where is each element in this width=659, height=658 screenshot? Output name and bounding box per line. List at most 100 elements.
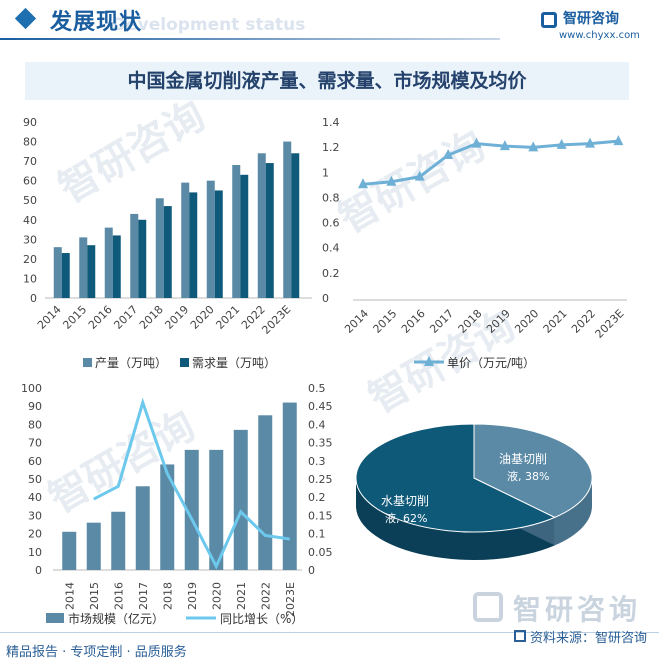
price-marker [499,140,510,151]
header-underline [0,38,500,40]
y2-tick-label: 0 [308,564,315,577]
x-tick-label: 2015 [88,582,101,610]
legend-label-market: 市场规模（亿元） [68,611,164,626]
bar-market-size [233,429,248,570]
legend-marker-price [424,356,434,366]
legend-swatch-demand [180,358,189,367]
bar-demand [291,153,300,298]
pie-label-water-rest: 液, 62% [385,511,427,525]
x-tick-label: 2018 [161,582,174,610]
y-tick-label: 10 [28,546,42,559]
x-tick-label: 2018 [456,307,485,336]
source-label: 资料来源：智研咨询 [529,631,647,646]
market-size-chart: 0 10 20 30 40 50 60 70 80 90 100 0 0.05 0.1 0.15 0.2 0.2… [21,382,333,626]
x-tick-label: 2014 [342,307,371,336]
bar-market-size [86,522,101,570]
legend-swatch-market [46,613,64,623]
header: Development status 发展现状 智研咨询 www.chyxx.c… [0,0,659,46]
x-tick-label: 2020 [210,582,223,610]
pie-slice-oil [473,423,593,518]
pie-side-oil [554,478,592,546]
x-tick-label: 2016 [86,303,115,332]
price-line [362,139,619,186]
x-tick-label: 2023E [284,582,297,617]
logo-url: www.chyxx.com [559,30,640,41]
bar-production [181,182,190,298]
y2-tick-label: 0.6 [322,217,340,230]
price-marker [471,137,482,148]
price-marker [556,138,567,149]
header-title: 发展现状 [50,10,143,35]
source-icon [513,630,526,642]
figure-title-bar: 中国金属切削液产量、需求量、市场规模及均价 [25,62,629,100]
price-line-chart: 2014 2015 2016 2017 2018 2019 2020 2021 20222023… [342,135,627,370]
bar-demand [138,219,147,298]
bar-market-size [111,511,126,570]
y2-tick-label: 0.5 [308,382,326,395]
y-tick-label: 60 [28,455,42,468]
pie-label-oil-name: 油基切削 [499,452,547,466]
bar-production [130,213,139,298]
y-tick-label: 30 [28,509,42,522]
x-tick-label: 2017 [111,303,140,332]
footer-logo: 智研咨询 [465,588,655,628]
y-tick-label: 20 [28,528,42,541]
bar-demand [214,190,223,298]
bar-production [104,227,113,298]
growth-line [93,397,290,570]
x-tick-label: 2015 [371,307,400,336]
footer-tagline: 精品报告 · 专项定制 · 品质服务 [6,645,187,658]
x-tick-label: 2020 [512,307,541,336]
y2-tick-label: 0.35 [308,437,333,450]
legend-swatch-production [83,358,92,367]
y2-tick-label: 0.1 [308,528,326,541]
y-tick-label: 60 [23,175,37,188]
x-tick-label: 2023E [593,307,627,341]
y2-tick-label: 0.15 [308,509,333,522]
x-tick-label: 2019 [186,582,199,610]
bar-market-size [62,531,77,570]
y2-tick-label: 0.4 [322,242,340,255]
price-marker [358,178,368,189]
y-tick-label: 90 [23,116,37,129]
y-tick-label: 70 [23,155,37,168]
bar-demand [240,174,249,298]
y-tick-label: 50 [28,473,42,486]
y2-tick-label: 0.8 [322,191,340,204]
y2-tick-label: 0.05 [308,546,333,559]
bar-production [79,237,88,298]
price-marker [613,135,624,146]
bar-market-size [160,464,175,570]
logo-name: 智研咨询 [563,11,619,27]
y-tick-label: 10 [23,272,37,285]
x-tick-label: 2019 [484,307,513,336]
bar-market-size [184,449,199,570]
y-tick-label: 100 [21,382,42,395]
y-tick-label: 20 [23,253,37,266]
bar-production [232,165,241,298]
bar-demand [189,192,198,298]
production-demand-chart: 0 10 20 30 40 50 60 70 80 90 0 0.2 0.4 0.6 0.8 1 1.2 1.4 2… [23,116,340,370]
footer: 精品报告 · 专项定制 · 品质服务 资料来源：智研咨询 [0,630,659,658]
y-tick-label: 90 [28,400,42,413]
bar-market-size [258,415,273,570]
figure-title: 中国金属切削液产量、需求量、市场规模及均价 [127,70,527,92]
price-marker [528,141,539,152]
y-tick-label: 80 [23,136,37,149]
footer-source: 资料来源：智研咨询 [513,627,647,646]
x-tick-label: 2021 [541,307,570,336]
x-tick-label: 2020 [188,303,217,332]
x-tick-label: 2017 [427,307,456,336]
price-marker [386,175,397,186]
y2-tick-label: 0.25 [308,473,333,486]
y2-tick-label: 1.2 [322,141,340,154]
bar-production [53,247,62,298]
bar-market-size [209,449,224,570]
bar-production [206,180,215,298]
y-tick-label: 40 [23,214,37,227]
x-tick-label: 2014 [35,303,64,332]
y-tick-label: 30 [23,233,37,246]
x-tick-label: 2021 [235,582,248,610]
footer-logo-name: 智研咨询 [513,593,642,626]
bar-market-size [282,402,297,570]
